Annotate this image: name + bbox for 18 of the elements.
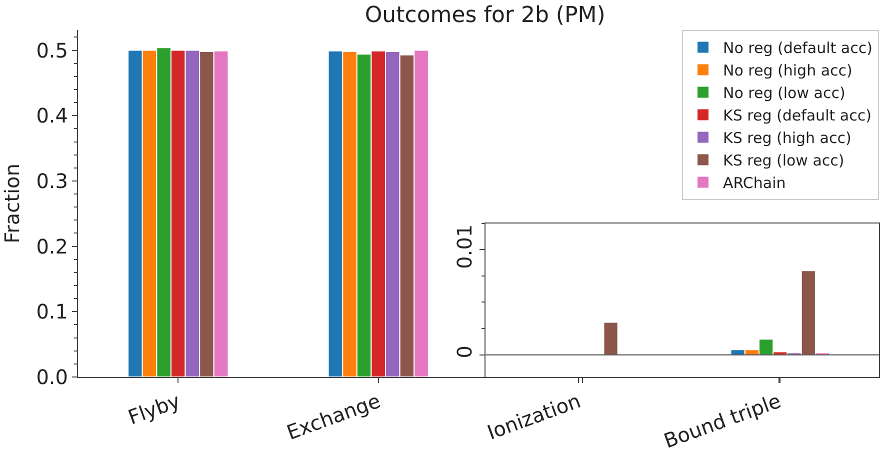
y-tick-label: 0.4 [36, 104, 68, 128]
y-tick-label: 0.0 [36, 365, 68, 389]
chart-title: Outcomes for 2b (PM) [364, 3, 606, 28]
y-tick-label: 0.1 [36, 300, 68, 324]
y-tick-label: 0.2 [36, 234, 68, 258]
legend-label: No reg (low acc) [723, 84, 846, 102]
x-tick-label: Flyby [124, 388, 184, 430]
y-tick-label: 0.5 [36, 38, 68, 62]
legend-label: KS reg (default acc) [723, 106, 872, 125]
y-tick-label: 0.01 [452, 224, 477, 269]
legend-label: No reg (high acc) [723, 62, 852, 80]
legend-label: KS reg (high acc) [723, 129, 852, 148]
legend-label: KS reg (low acc) [723, 152, 844, 170]
y-tick-label: 0.3 [36, 168, 68, 193]
y-axis-title: Fraction [0, 164, 24, 244]
legend-label: No reg (default acc) [723, 39, 872, 58]
y-tick-label: 0 [452, 346, 477, 358]
legend-label: ARChain [723, 174, 786, 192]
